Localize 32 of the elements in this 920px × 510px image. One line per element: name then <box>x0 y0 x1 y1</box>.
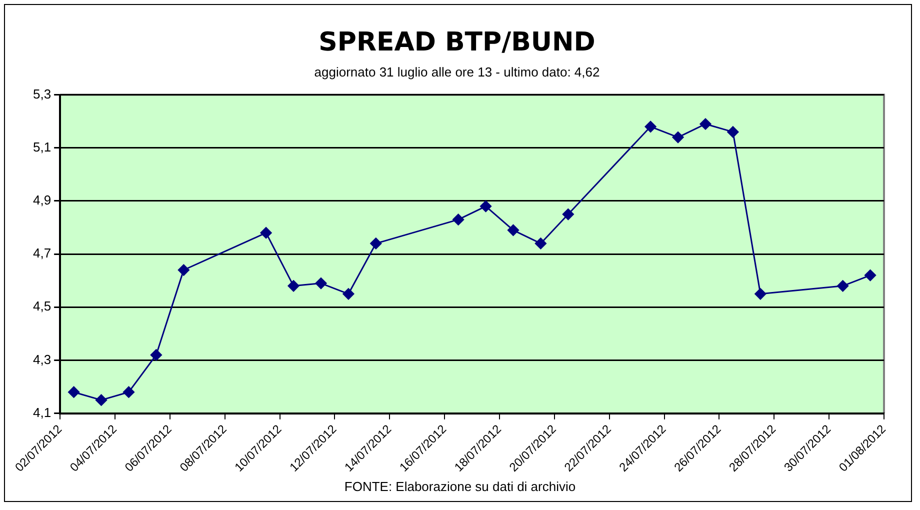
y-tick-label: 5,3 <box>32 86 52 102</box>
point <box>150 349 162 361</box>
y-tick-label: 5,1 <box>32 139 52 154</box>
point <box>342 288 354 300</box>
point <box>68 386 80 398</box>
point <box>260 227 272 239</box>
point <box>288 280 300 292</box>
point <box>507 224 519 236</box>
point <box>864 270 876 282</box>
y-tick-label: 4,5 <box>32 298 52 314</box>
point <box>700 118 712 130</box>
source-note: FONTE: Elaborazione su dati di archivio <box>343 479 577 494</box>
point <box>452 214 464 226</box>
point <box>370 238 382 250</box>
point <box>562 208 574 220</box>
point <box>644 120 656 132</box>
y-tick-label: 4,1 <box>32 404 52 420</box>
chart-subtitle: aggiornato 31 luglio alle ore 13 - ultimo dato: 4,62 <box>314 64 600 80</box>
point <box>480 200 492 212</box>
y-tick-label: 4,3 <box>32 352 52 367</box>
point <box>315 278 327 290</box>
point <box>754 288 766 300</box>
chart-title: SPREAD BTP/BUND <box>318 27 596 58</box>
y-tick-label: 4,7 <box>32 246 52 261</box>
point <box>672 132 684 144</box>
point <box>178 264 190 276</box>
point <box>122 386 134 398</box>
point <box>534 238 546 250</box>
point <box>727 126 739 138</box>
y-tick-label: 4,9 <box>32 192 52 208</box>
point <box>96 394 108 406</box>
point <box>837 280 849 292</box>
